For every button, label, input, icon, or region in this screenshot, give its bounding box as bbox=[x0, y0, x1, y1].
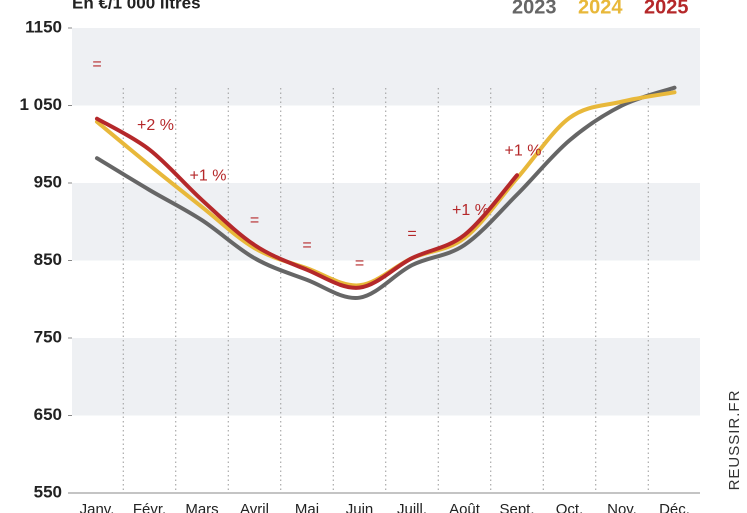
annotation: +1 % bbox=[452, 202, 489, 219]
x-tick-label: Mars bbox=[185, 501, 218, 513]
x-tick-label: Mai bbox=[295, 501, 319, 513]
annotation: +1 % bbox=[505, 142, 542, 159]
series-line bbox=[95, 85, 677, 300]
x-tick-label: Juin bbox=[346, 501, 374, 513]
legend-entry: 2024 bbox=[578, 0, 623, 18]
x-tick-label: Sept. bbox=[499, 501, 534, 513]
y-tick-label: 950 bbox=[34, 172, 62, 191]
y-tick-label: 1 050 bbox=[19, 95, 62, 114]
legend-entry: 2025 bbox=[644, 0, 689, 18]
series-line bbox=[95, 116, 519, 290]
x-tick-label: Févr. bbox=[133, 501, 166, 513]
y-tick-label: 1150 bbox=[25, 17, 62, 36]
grid-band bbox=[72, 183, 700, 261]
x-tick-label: Août bbox=[449, 501, 481, 513]
annotation: = bbox=[407, 225, 416, 242]
x-tick-label: Janv. bbox=[80, 501, 115, 513]
chart-title: En €/1 000 litres bbox=[72, 0, 201, 12]
x-tick-label: Nov. bbox=[607, 501, 637, 513]
y-tick-label: 850 bbox=[34, 250, 62, 269]
x-tick-label: Déc. bbox=[659, 501, 690, 513]
annotation: +1 % bbox=[190, 167, 227, 184]
annotation: = bbox=[250, 212, 259, 229]
annotation: = bbox=[355, 255, 364, 272]
y-tick-label: 750 bbox=[34, 327, 62, 346]
legend-entry: 2023 bbox=[512, 0, 557, 18]
x-tick-label: Juill. bbox=[397, 501, 427, 513]
annotation: = bbox=[92, 56, 101, 73]
x-tick-label: Oct. bbox=[556, 501, 584, 513]
y-tick-label: 550 bbox=[34, 482, 62, 501]
source: REUSSIR.FR bbox=[726, 390, 743, 491]
annotation: = bbox=[302, 237, 311, 254]
annotation: +2 % bbox=[137, 117, 174, 134]
x-tick-label: Avril bbox=[240, 501, 269, 513]
y-tick-label: 650 bbox=[34, 405, 62, 424]
